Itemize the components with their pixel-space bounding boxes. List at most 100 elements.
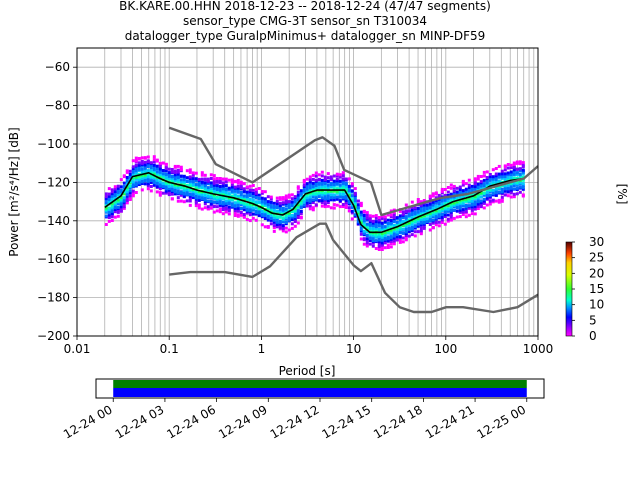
density-cell — [365, 216, 369, 220]
density-cell — [515, 186, 519, 190]
density-cell — [341, 192, 345, 196]
density-cell — [284, 226, 288, 230]
density-cell — [329, 189, 333, 193]
density-cell — [203, 177, 207, 181]
density-cell — [233, 185, 237, 189]
density-cell — [107, 192, 111, 196]
density-cell — [380, 238, 384, 242]
density-cell — [470, 201, 474, 205]
density-cell — [125, 178, 129, 182]
density-cell — [317, 187, 321, 191]
density-cell — [350, 184, 354, 188]
density-cell — [260, 200, 264, 204]
density-cell — [113, 192, 117, 196]
density-cell — [122, 196, 126, 200]
density-cell — [383, 225, 387, 229]
density-cell — [473, 177, 477, 181]
density-cell — [296, 203, 300, 207]
density-cell — [197, 194, 201, 198]
density-cell — [296, 190, 300, 194]
density-cell — [371, 239, 375, 243]
density-cell — [137, 181, 141, 185]
density-cell — [293, 224, 297, 228]
density-cell — [356, 203, 360, 207]
density-cell — [344, 206, 348, 209]
density-cell — [509, 186, 513, 190]
density-cell — [119, 199, 123, 203]
density-cell — [518, 167, 522, 171]
density-cell — [515, 171, 519, 175]
density-cell — [224, 187, 228, 191]
density-cell — [236, 200, 240, 204]
density-cell — [260, 213, 264, 217]
density-cell — [443, 193, 447, 197]
density-cell — [236, 199, 240, 203]
density-cell — [458, 185, 462, 189]
density-cell — [305, 189, 309, 193]
density-cell — [353, 202, 357, 206]
density-cell — [230, 197, 234, 201]
density-cell — [497, 200, 501, 204]
density-cell — [245, 204, 249, 208]
density-cell — [374, 235, 378, 239]
density-cell — [395, 216, 399, 220]
density-cell — [428, 219, 432, 223]
density-cell — [194, 185, 198, 189]
density-cell — [452, 208, 456, 212]
density-cell — [509, 182, 513, 185]
density-cell — [455, 195, 459, 199]
density-cell — [395, 235, 399, 239]
density-cell — [290, 213, 294, 217]
density-cell — [233, 214, 237, 217]
density-cell — [206, 186, 210, 190]
density-cell — [113, 185, 117, 189]
plot-frame — [76, 47, 539, 337]
density-cell — [500, 197, 504, 201]
density-cell — [215, 191, 219, 195]
density-cell — [338, 199, 342, 203]
density-cell — [167, 174, 171, 178]
density-cell — [494, 174, 498, 178]
density-cell — [404, 203, 408, 207]
density-cell — [281, 224, 285, 228]
density-cell — [392, 227, 396, 231]
density-cell — [155, 158, 159, 162]
density-cell — [470, 184, 474, 188]
density-cell — [344, 204, 348, 208]
density-cell — [398, 238, 402, 242]
density-cell — [239, 191, 243, 194]
density-cell — [278, 219, 282, 223]
density-cell — [179, 190, 183, 194]
density-cell — [422, 203, 426, 207]
density-cell — [293, 209, 297, 213]
density-cell — [287, 203, 291, 207]
density-cell — [218, 191, 222, 195]
density-cell — [359, 232, 363, 236]
density-cell — [146, 165, 150, 169]
density-cell — [125, 185, 129, 189]
density-cell — [497, 185, 501, 189]
density-cell — [389, 219, 393, 222]
density-cell — [434, 205, 438, 208]
density-cell — [233, 211, 237, 215]
density-cell — [350, 206, 354, 209]
density-cell — [440, 187, 444, 191]
density-cell — [413, 230, 417, 234]
density-cell — [113, 201, 117, 205]
density-cell — [308, 195, 312, 199]
density-cell — [143, 166, 147, 170]
density-cell — [209, 173, 213, 177]
density-cell — [350, 217, 354, 221]
density-cell — [170, 184, 174, 188]
density-cell — [221, 184, 225, 188]
density-cell — [230, 202, 234, 206]
density-cell — [452, 198, 456, 202]
density-cell — [425, 217, 429, 221]
density-cell — [470, 205, 474, 209]
density-cell — [290, 193, 294, 197]
density-cell — [398, 209, 402, 213]
density-cell — [467, 178, 471, 182]
density-cell — [386, 222, 390, 225]
density-cell — [446, 194, 450, 197]
density-cell — [500, 195, 504, 199]
